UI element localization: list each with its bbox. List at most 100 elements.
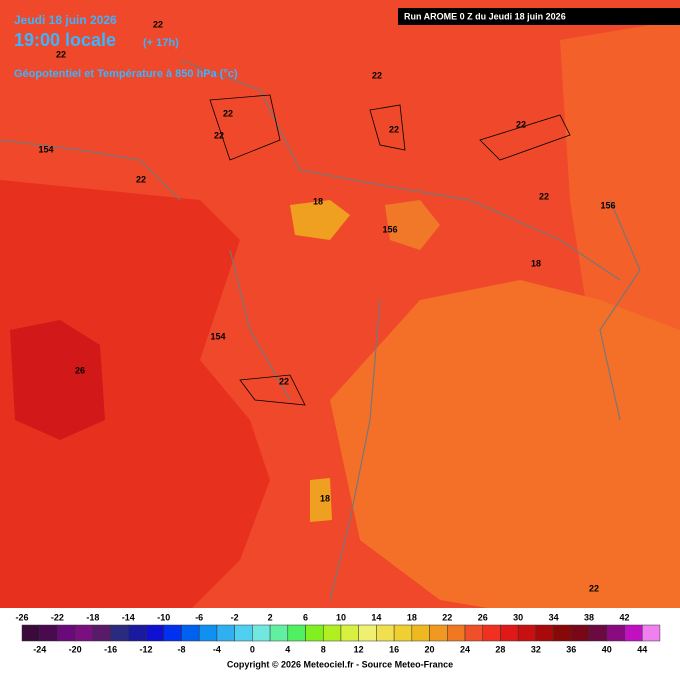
legend-swatch (198, 624, 218, 642)
contour-label: 22 (372, 70, 382, 80)
legend-label: 4 (285, 644, 290, 654)
legend-label: 14 (371, 612, 381, 622)
contour-label: 22 (389, 124, 399, 134)
legend-swatch (269, 624, 289, 642)
legend-swatch (39, 624, 58, 642)
legend-swatch (234, 624, 253, 642)
contour-label: 22 (56, 49, 66, 59)
legend-label: 22 (442, 612, 452, 622)
legend-swatch (535, 624, 554, 642)
contour-label: 18 (313, 196, 323, 206)
legend-label: -2 (231, 612, 239, 622)
legend-swatch (429, 624, 448, 642)
legend-swatch (145, 624, 165, 642)
offset: (+ 17h) (143, 37, 179, 49)
contour-label: 22 (516, 119, 526, 129)
legend-label: 12 (354, 644, 364, 654)
contour-label: 22 (223, 108, 233, 118)
legend-label: 32 (531, 644, 541, 654)
legend-label: 36 (566, 644, 576, 654)
legend-label: 2 (268, 612, 273, 622)
subtitle: Géopotentiel et Température à 850 hPa (°… (14, 68, 238, 80)
legend-swatch (74, 624, 94, 642)
contour-label: 22 (539, 191, 549, 201)
contour-label: 26 (75, 365, 85, 375)
date: Jeudi 18 juin 2026 (14, 13, 117, 27)
contour (209, 94, 571, 406)
legend-label: -6 (195, 612, 203, 622)
legend-label: -4 (213, 644, 221, 654)
legend-label: 16 (389, 644, 399, 654)
contour-label: 22 (153, 19, 163, 29)
legend-swatch (128, 624, 147, 642)
contour-label: 18 (320, 493, 330, 503)
legend-label: 42 (619, 612, 629, 622)
alps-zone (310, 478, 332, 522)
contour-label: 156 (382, 224, 397, 234)
legend-swatch (482, 624, 501, 642)
legend-swatch (340, 624, 359, 642)
legend-label: 0 (250, 644, 255, 654)
legend-swatch (606, 624, 625, 642)
legend-label: 26 (478, 612, 488, 622)
legend-swatch (393, 624, 413, 642)
warm-zone (0, 180, 270, 620)
legend-label: 6 (303, 612, 308, 622)
legend-swatch (252, 624, 271, 642)
hot-zone (10, 320, 105, 440)
legend-swatch (57, 624, 76, 642)
legend-label: -20 (69, 644, 82, 654)
legend-label: 20 (425, 644, 435, 654)
legend-swatch (358, 624, 377, 642)
contour-label: 22 (589, 583, 599, 593)
legend-swatch (110, 624, 129, 642)
legend-label: 8 (321, 644, 326, 654)
legend-label: 24 (460, 644, 470, 654)
legend-swatch (21, 624, 40, 642)
legend-label: 40 (602, 644, 612, 654)
legend-label: 30 (513, 612, 523, 622)
legend-label: -24 (33, 644, 46, 654)
legend-label: -16 (104, 644, 117, 654)
run-banner (398, 8, 680, 25)
legend-swatch (553, 624, 572, 642)
contour-label: 154 (210, 331, 225, 341)
legend-swatch (92, 624, 111, 642)
legend-label: -12 (140, 644, 153, 654)
legend-swatch (624, 624, 643, 642)
legend-swatch (411, 624, 430, 642)
run-info: Run AROME 0 Z du Jeudi 18 juin 2026 (404, 11, 566, 21)
legend-label: -22 (51, 612, 64, 622)
legend-label: 28 (495, 644, 505, 654)
legend-swatch (376, 624, 395, 642)
border (179, 59, 621, 281)
legend-swatch (464, 624, 483, 642)
legend-swatch (163, 624, 182, 642)
legend-label: 18 (407, 612, 417, 622)
legend-panel (0, 608, 680, 680)
legend-swatch (447, 624, 466, 642)
border (0, 139, 641, 601)
legend-swatch (571, 624, 590, 642)
contour-label: 156 (600, 200, 615, 210)
contour-label: 22 (279, 376, 289, 386)
contour-label: 22 (214, 130, 224, 140)
legend-label: -18 (86, 612, 99, 622)
legend-swatch (305, 624, 324, 642)
legend-swatch (322, 624, 342, 642)
cooler-zone (330, 280, 680, 620)
contour-label: 18 (531, 258, 541, 268)
legend-swatch (641, 624, 661, 642)
legend-label: 44 (637, 644, 647, 654)
alps-zone (290, 200, 350, 240)
legend-label: -26 (15, 612, 28, 622)
legend-label: 10 (336, 612, 346, 622)
legend-swatch (500, 624, 519, 642)
legend-label: -10 (157, 612, 170, 622)
alps-zone (385, 200, 440, 250)
legend-swatch (588, 624, 608, 642)
copyright: Copyright © 2026 Meteociel.fr - Source M… (227, 659, 453, 669)
legend-label: 38 (584, 612, 594, 622)
